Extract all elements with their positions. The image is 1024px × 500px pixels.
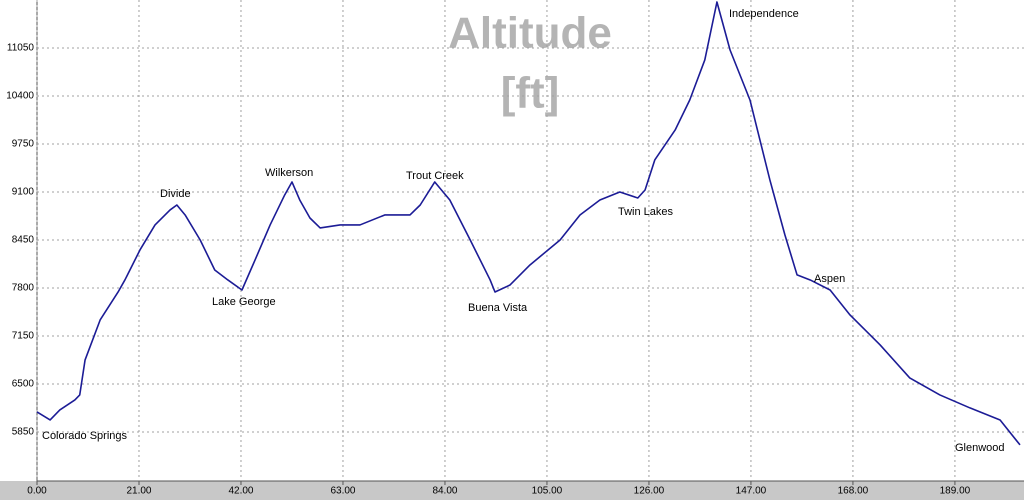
x-tick-label: 63.00: [330, 486, 355, 497]
place-label: Buena Vista: [468, 302, 528, 314]
x-tick-label: 42.00: [228, 486, 253, 497]
x-tick-label: 84.00: [432, 486, 457, 497]
place-label: Colorado Springs: [42, 430, 127, 442]
y-tick-label: 7800: [12, 283, 35, 294]
y-tick-label: 7150: [12, 331, 35, 342]
y-tick-label: 6500: [12, 379, 35, 390]
place-label: Divide: [160, 188, 191, 200]
x-tick-label: 0.00: [27, 486, 47, 497]
place-label: Aspen: [814, 273, 845, 285]
chart-title: Altitude: [448, 9, 612, 58]
x-tick-label: 105.00: [532, 486, 563, 497]
y-tick-label: 9100: [12, 187, 35, 198]
x-tick-label: 189.00: [940, 486, 971, 497]
place-label: Trout Creek: [406, 170, 464, 182]
place-label: Glenwood: [955, 442, 1005, 454]
x-tick-label: 126.00: [634, 486, 665, 497]
x-axis-band: [0, 481, 1024, 500]
altitude-line: [36, 1, 1021, 446]
y-tick-label: 9750: [12, 139, 35, 150]
y-tick-label: 11050: [7, 43, 35, 54]
place-label: Lake George: [212, 296, 276, 308]
y-tick-label: 8450: [12, 235, 35, 246]
x-tick-label: 168.00: [838, 486, 869, 497]
x-tick-label: 147.00: [736, 486, 767, 497]
place-label: Twin Lakes: [618, 206, 674, 218]
y-tick-label: 10400: [6, 91, 34, 102]
x-tick-label: 21.00: [126, 486, 151, 497]
place-label: Wilkerson: [265, 167, 313, 179]
chart-title: [ft]: [501, 69, 560, 118]
place-label: Independence: [729, 8, 799, 20]
y-tick-label: 5850: [12, 427, 35, 438]
